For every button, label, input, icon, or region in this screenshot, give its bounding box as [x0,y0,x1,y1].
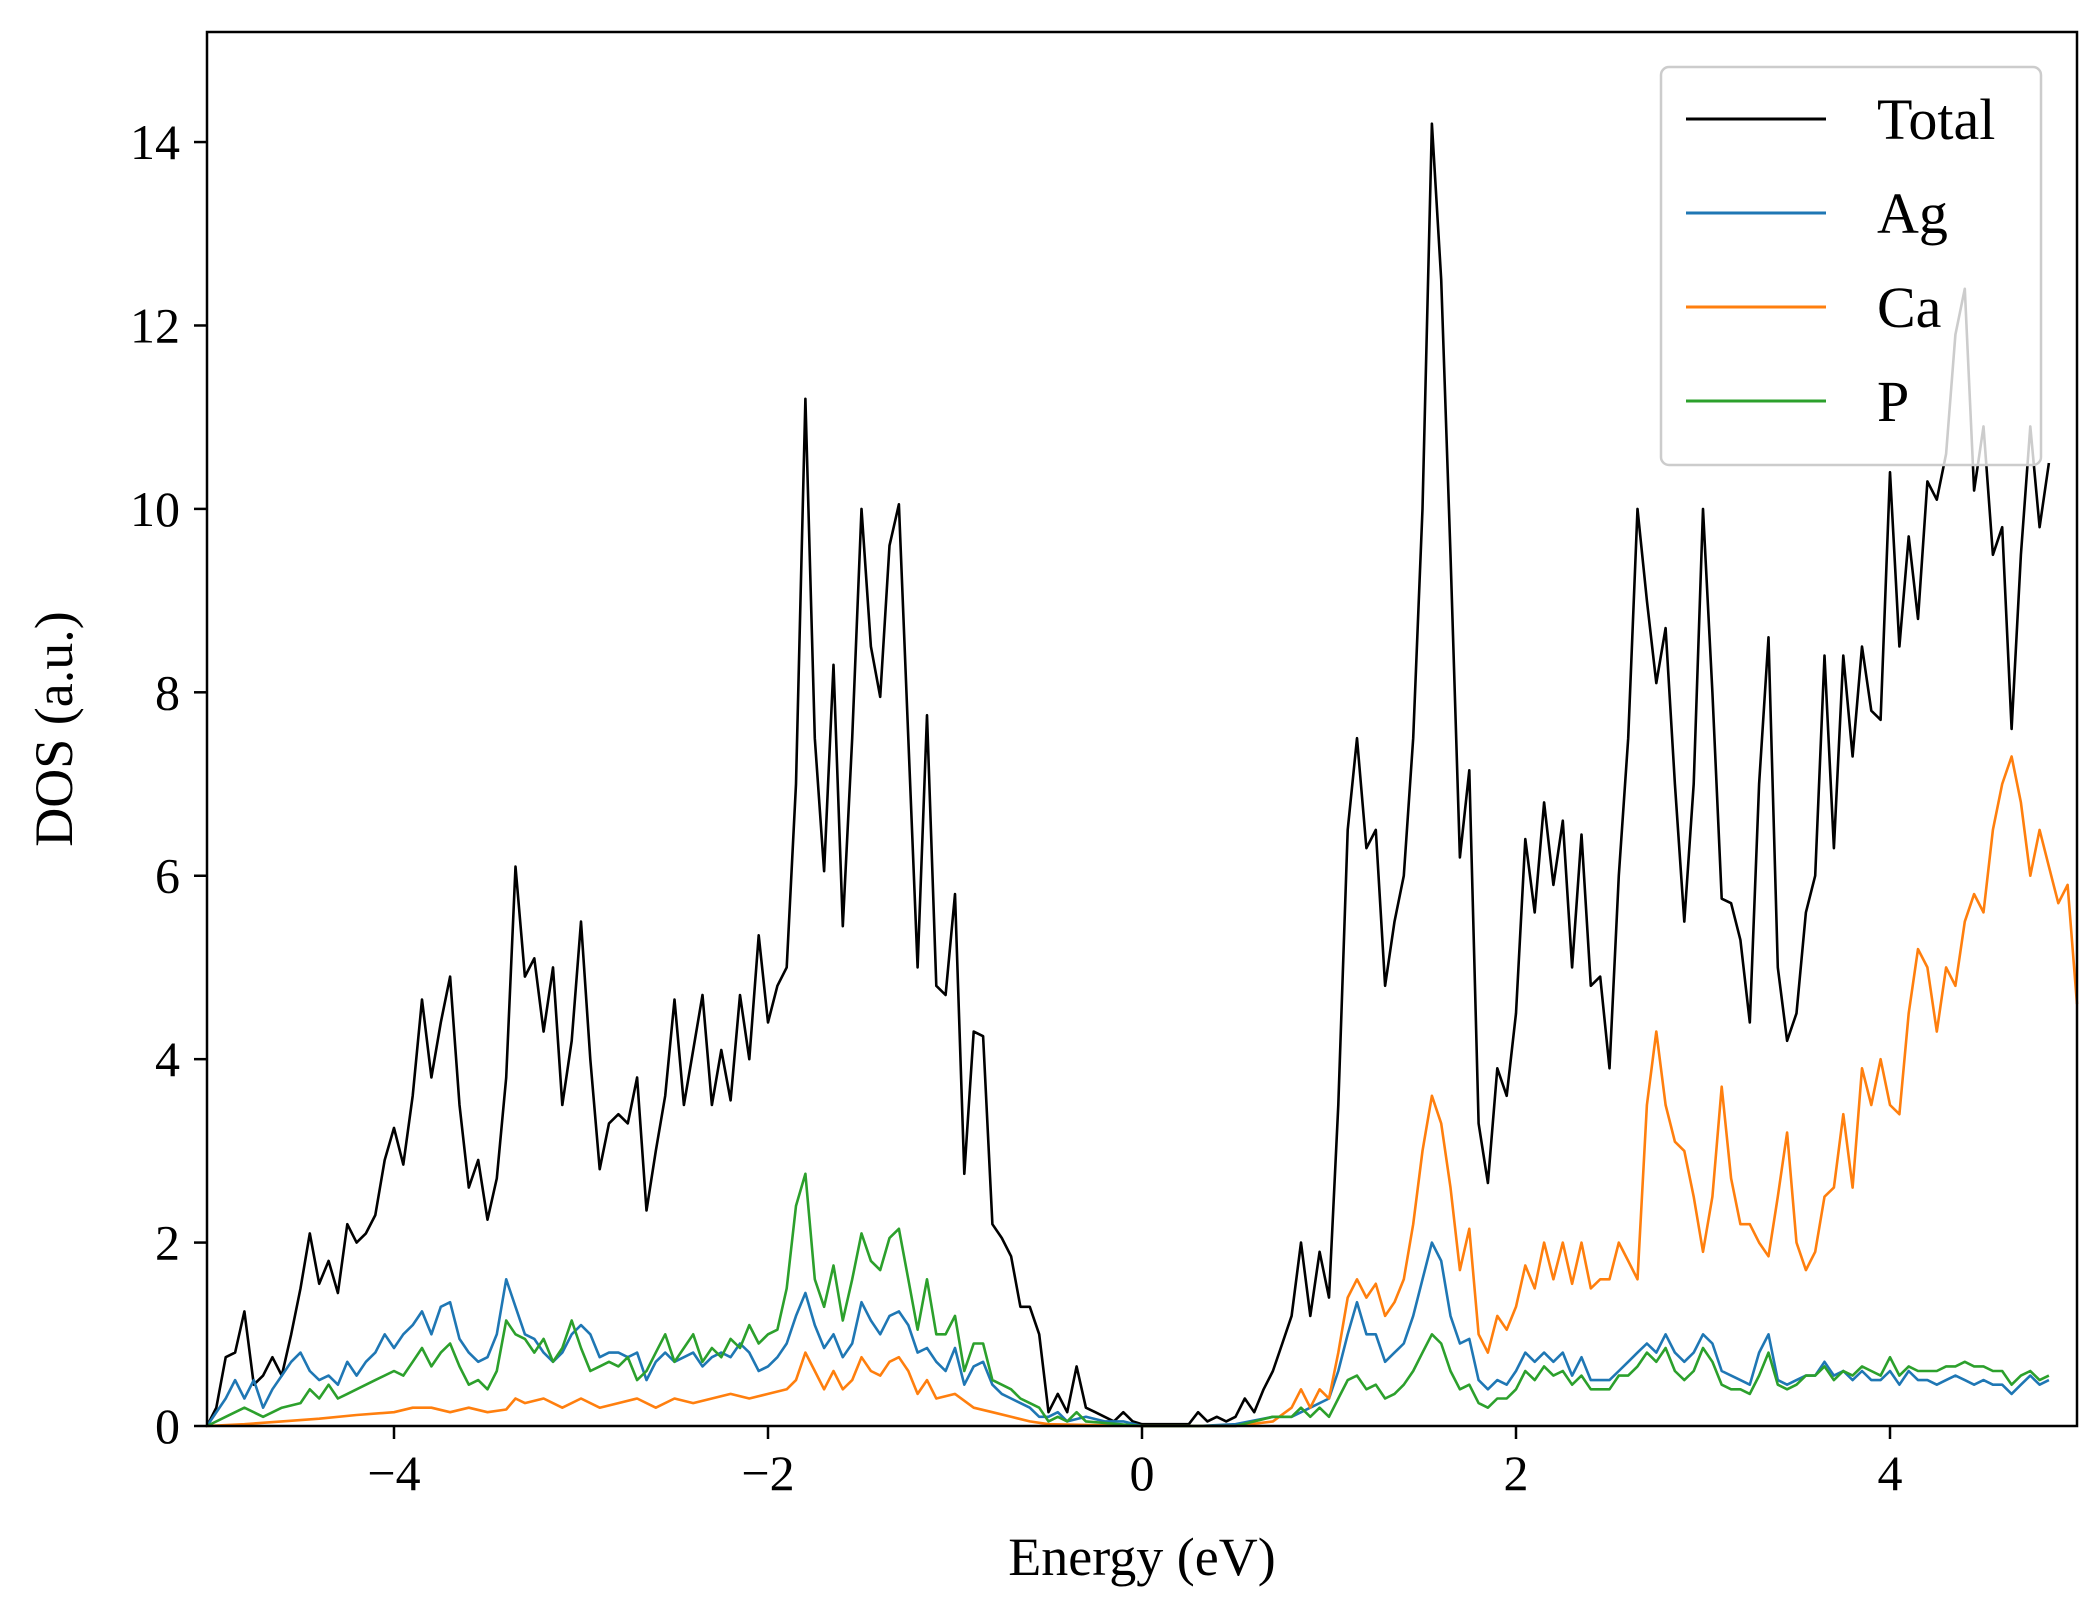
series-layer [205,122,2079,1428]
series-line-ag [205,1241,2050,1428]
y-tick-label: 10 [130,481,180,537]
legend-label-p: P [1877,369,1909,434]
y-tick-label: 14 [130,114,180,170]
legend: Total Ag Ca P [1659,65,2043,467]
x-tick-label: 2 [1504,1445,1529,1501]
y-tick-label: 8 [155,664,180,720]
legend-label-total: Total [1877,87,1995,152]
x-tick-label: 0 [1130,1445,1155,1501]
y-tick-label: 0 [155,1398,180,1454]
legend-label-ca: Ca [1877,275,1941,340]
x-tick-label: −2 [741,1445,794,1501]
y-tick-label: 6 [155,848,180,904]
series-line-p [206,1172,2050,1428]
y-tick-label: 4 [155,1031,180,1087]
x-axis: −4 −2 0 2 4 [367,1426,1903,1501]
legend-label-ag: Ag [1877,181,1948,246]
y-axis: 0 2 4 6 8 10 12 14 [130,114,207,1454]
y-axis-title: DOS (a.u.) [24,611,84,846]
y-tick-label: 2 [155,1215,180,1271]
x-tick-label: −4 [367,1445,420,1501]
y-tick-label: 12 [130,297,180,353]
x-axis-title: Energy (eV) [1008,1527,1275,1587]
legend-box [1659,65,2043,467]
x-tick-label: 4 [1878,1445,1903,1501]
legend-entries: Total Ag Ca P [1686,87,1995,434]
series-line-ca [206,755,2079,1428]
series-line-total [205,122,2051,1427]
